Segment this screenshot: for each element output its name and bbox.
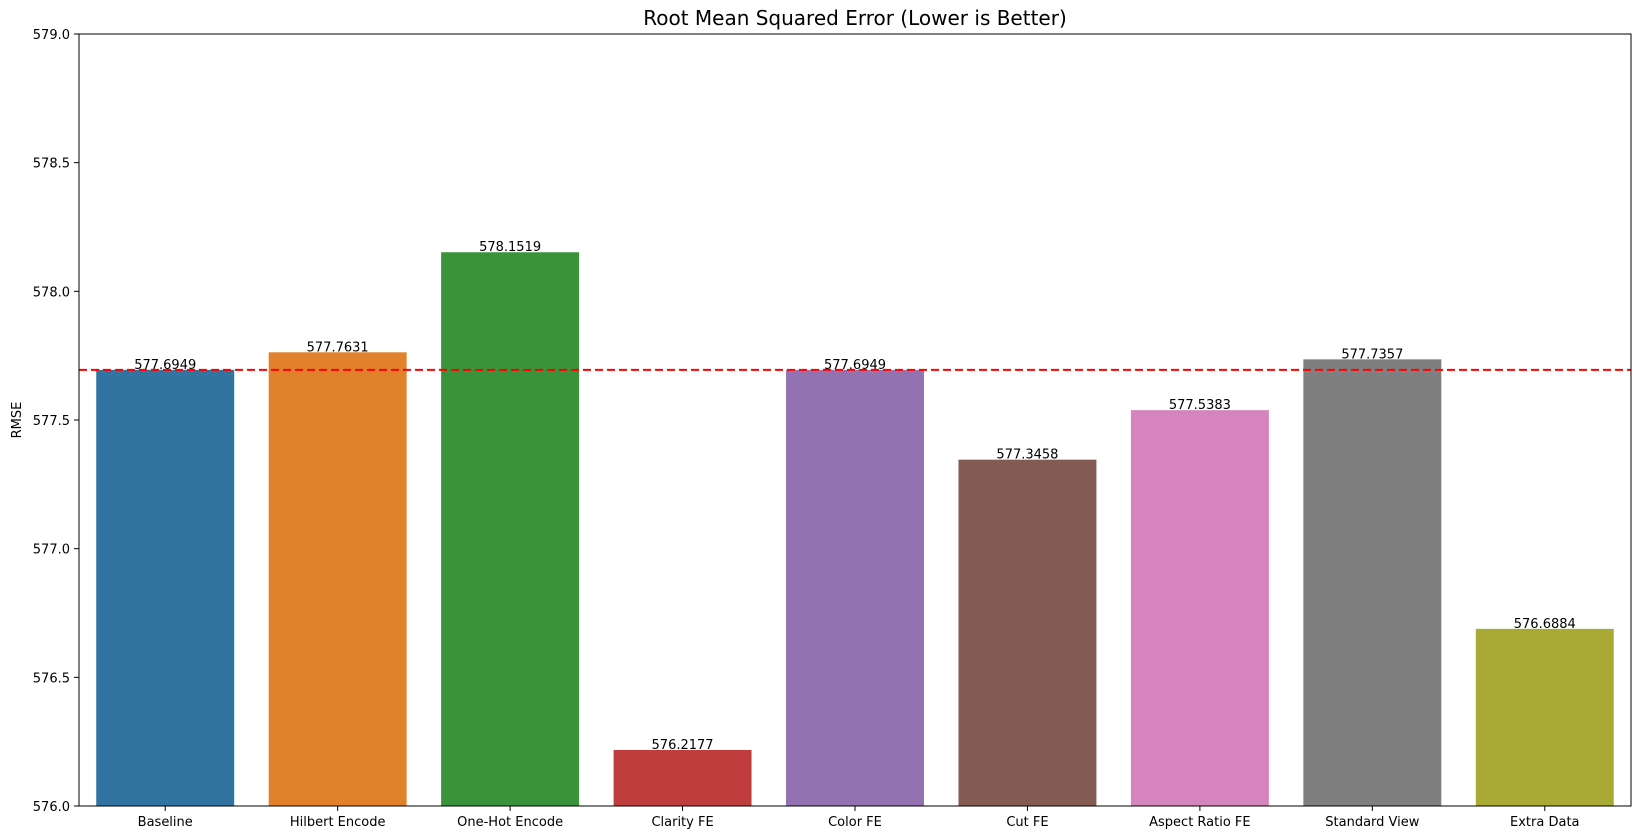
x-tick-label: One-Hot Encode (457, 815, 563, 830)
x-tick-label: Cut FE (1006, 815, 1048, 830)
y-axis-ticks: 576.0 576.5 577.0 577.5 578.0 578.5 579.0 (33, 28, 79, 815)
value-label: 576.6884 (1514, 617, 1576, 632)
x-tick-label: Baseline (138, 815, 193, 830)
y-tick-label: 577.5 (33, 414, 70, 429)
y-tick-label: 579.0 (33, 28, 70, 43)
value-label: 577.7631 (307, 340, 369, 355)
bar-baseline (96, 369, 235, 806)
value-label: 578.1519 (479, 240, 541, 255)
y-tick-label: 576.5 (33, 671, 70, 686)
chart-title: Root Mean Squared Error (Lower is Better… (643, 6, 1067, 30)
value-label: 577.5383 (1169, 398, 1231, 413)
bar-clarity-fe (613, 749, 752, 806)
x-axis-ticks: Baseline Hilbert Encode One-Hot Encode Clar… (138, 806, 1580, 830)
value-label: 576.2177 (652, 738, 714, 753)
x-tick-label: Extra Data (1510, 815, 1580, 830)
bar-standard-view (1303, 359, 1442, 806)
bar-aspect-ratio-fe (1130, 410, 1269, 806)
x-tick-label: Clarity FE (651, 815, 713, 830)
y-tick-label: 577.0 (33, 543, 70, 558)
bars-group (96, 252, 1614, 807)
x-tick-label: Color FE (828, 815, 882, 830)
y-tick-label: 578.0 (33, 285, 70, 300)
y-tick-label: 576.0 (33, 800, 70, 815)
x-tick-label: Standard View (1325, 815, 1419, 830)
x-tick-label: Hilbert Encode (290, 815, 386, 830)
bar-cut-fe (958, 459, 1097, 806)
value-label: 577.3458 (996, 448, 1058, 463)
value-label: 577.7357 (1341, 347, 1403, 362)
bar-color-fe (786, 369, 924, 806)
bar-extra-data (1475, 628, 1614, 806)
bar-one-hot-encode (441, 252, 580, 807)
y-axis-label: RMSE (10, 402, 25, 439)
bar-hilbert-encode (268, 352, 407, 806)
y-tick-label: 578.5 (33, 157, 70, 172)
value-labels-group: 577.6949577.7631578.1519576.2177577.6949… (134, 240, 1576, 753)
x-tick-label: Aspect Ratio FE (1149, 815, 1251, 830)
